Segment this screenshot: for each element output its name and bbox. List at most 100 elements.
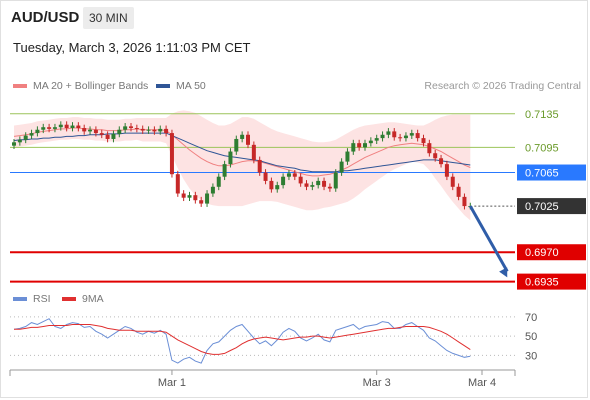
candle-body	[169, 133, 174, 175]
candle-body	[181, 193, 186, 198]
candle-body	[99, 133, 104, 135]
candle-body	[240, 134, 245, 139]
level-label-0.7065: 0.7065	[525, 168, 559, 180]
level-tag-0.7025	[517, 198, 586, 215]
candle-body	[281, 176, 286, 186]
candle-body	[140, 128, 145, 131]
candle-body	[205, 193, 210, 204]
candle-body	[187, 195, 192, 198]
candle-body	[210, 186, 215, 194]
candle-body	[363, 143, 367, 148]
candle-body	[357, 143, 362, 148]
candle-body	[392, 131, 397, 138]
candle-body	[246, 134, 250, 145]
rsi-line	[13, 318, 471, 364]
x-tick-label: Mar 4	[468, 377, 496, 389]
candle-body	[374, 138, 379, 141]
candle-body	[351, 143, 356, 152]
candle-body	[175, 174, 180, 194]
candle-body	[439, 158, 444, 165]
rsi-tick-70: 70	[525, 312, 537, 324]
candle-body	[105, 134, 110, 139]
candle-body	[286, 173, 291, 177]
candle-body	[444, 164, 449, 177]
candle-body	[234, 138, 239, 152]
level-label-0.7135: 0.7135	[525, 109, 559, 121]
candle-body	[164, 128, 169, 134]
candle-body	[427, 143, 432, 154]
datetime-label: Tuesday, March 3, 2026 1:11:03 PM CET	[13, 40, 251, 55]
candle-body	[298, 176, 303, 184]
candle-body	[199, 200, 204, 204]
candle-body	[88, 129, 93, 132]
candle-body	[76, 125, 81, 129]
candle-body	[29, 133, 34, 136]
candle-body	[409, 133, 414, 136]
candle-body	[316, 180, 321, 186]
legend-rsi: RSI	[13, 293, 51, 305]
level-label-0.7095: 0.7095	[525, 142, 559, 154]
candle-body	[193, 195, 198, 201]
legend-ma50: MA 50	[156, 80, 206, 92]
candle-body	[421, 138, 426, 144]
candle-body	[222, 164, 227, 177]
symbol-title: AUD/USD	[11, 9, 80, 26]
candle-body	[12, 142, 16, 146]
level-label-0.7025: 0.7025	[525, 201, 559, 213]
candle-body	[339, 161, 344, 173]
x-tick-label: Mar 1	[158, 377, 186, 389]
rsi-tick-30: 30	[525, 350, 537, 362]
legend-rsi-ma: 9MA	[62, 293, 104, 305]
candle-body	[146, 129, 151, 131]
legend-ma20: MA 20 + Bollinger Bands	[13, 80, 148, 92]
level-label-0.6935: 0.6935	[525, 277, 559, 289]
candle-body	[111, 133, 116, 139]
candle-body	[263, 172, 268, 181]
candle-body	[23, 135, 28, 140]
candle-body	[251, 144, 256, 160]
candle-body	[52, 127, 57, 129]
candle-body	[64, 124, 69, 129]
candle-body	[403, 135, 408, 139]
level-label-0.6970: 0.6970	[525, 247, 559, 259]
candle-body	[304, 183, 309, 187]
level-tag-0.6970	[517, 244, 586, 261]
timeframe-badge[interactable]: 30 MIN	[83, 7, 134, 29]
candle-body	[47, 127, 52, 129]
candle-body	[70, 125, 75, 129]
candle-body	[450, 176, 455, 187]
level-tag-0.7065	[517, 164, 586, 181]
legend-ma20-label: MA 20 + Bollinger Bands	[33, 80, 149, 92]
candle-body	[35, 129, 40, 134]
candle-body	[322, 180, 327, 187]
candle-body	[380, 134, 385, 139]
legend-ma50-label: MA 50	[176, 80, 206, 92]
bollinger-band-area	[14, 110, 471, 221]
candle-body	[269, 180, 274, 190]
candle-body	[152, 129, 157, 132]
x-tick-label: Mar 3	[363, 377, 391, 389]
candle-body	[158, 128, 163, 132]
legend-rsi-label: RSI	[33, 293, 51, 305]
candle-body	[17, 139, 22, 143]
candle-body	[58, 124, 63, 128]
candle-body	[129, 126, 133, 129]
projection-arrow-shaft	[468, 205, 509, 273]
candle-body	[462, 196, 467, 207]
candle-body	[93, 129, 98, 134]
legend-ma20-swatch	[13, 84, 27, 89]
candle-body	[415, 133, 420, 139]
level-tag-0.6935	[517, 273, 586, 290]
credit-label: Research © 2026 Trading Central	[424, 80, 581, 92]
legend-rsi-ma-label: 9MA	[82, 293, 104, 305]
candle-body	[398, 137, 403, 139]
candle-body	[228, 151, 233, 165]
ma50-line	[13, 132, 471, 173]
candle-body	[216, 176, 221, 187]
candle-body	[310, 185, 315, 187]
candle-body	[327, 186, 332, 189]
candle-body	[345, 151, 350, 162]
chart-header: AUD/USD 30 MIN	[0, 0, 590, 34]
